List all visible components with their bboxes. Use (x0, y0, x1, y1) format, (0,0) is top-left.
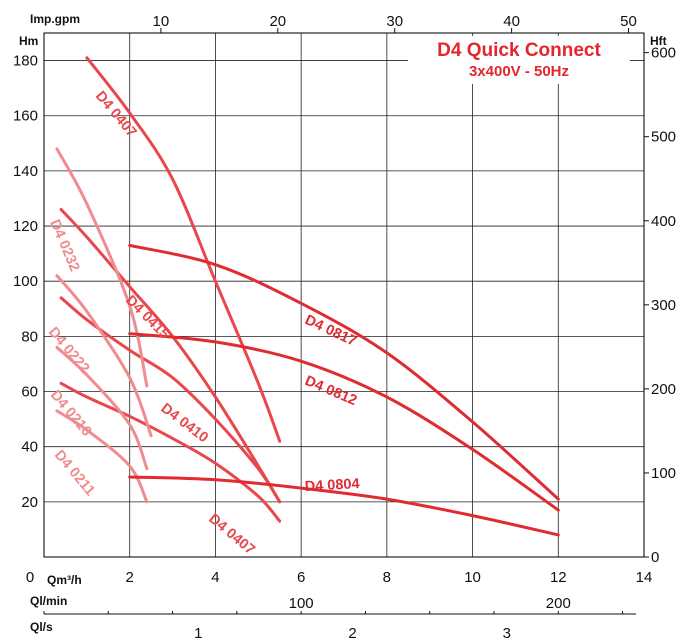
x-tick-label: 0 (26, 569, 34, 586)
pump-curve (55, 345, 149, 471)
curve-label: D4 0211 (51, 447, 98, 499)
top-tick-label: 10 (153, 13, 170, 30)
x-tick-label: 4 (211, 569, 219, 586)
top-tick-label: 30 (386, 13, 403, 30)
x-tick-label: 2 (126, 569, 134, 586)
pump-curve (55, 147, 149, 388)
right-tick-label: 100 (651, 465, 676, 482)
y-tick-label: 80 (21, 328, 38, 345)
x-axis-unit: Qm³/h (47, 573, 82, 587)
top-axis-unit: Imp.gpm (30, 12, 80, 26)
lmin-axis-unit: Ql/min (30, 594, 67, 608)
right-tick-label: 200 (651, 381, 676, 398)
pump-curve (55, 274, 153, 438)
pump-curve (59, 296, 282, 504)
axis-labels: 0 2 4 6 8 10 12 1420406080100120140160180010020… (13, 12, 676, 641)
top-tick-label: 50 (620, 13, 637, 30)
curve-label: D4 0407 (205, 511, 257, 558)
right-tick-label: 0 (651, 549, 659, 566)
left-axis-unit: Hm (19, 34, 38, 48)
pump-curves (55, 56, 560, 537)
plot-border (43, 28, 649, 615)
ls-axis-unit: Ql/s (30, 620, 53, 634)
chart-title-block: D4 Quick Connect 3x400V - 50Hz (408, 36, 630, 84)
ls-tick-label: 3 (503, 625, 511, 641)
pump-curve (85, 56, 282, 443)
right-axis-unit: Hft (650, 34, 667, 48)
y-tick-label: 140 (13, 163, 38, 180)
x-tick-label: 10 (464, 569, 481, 586)
pump-curve (55, 409, 149, 504)
chart-subtitle: 3x400V - 50Hz (469, 63, 569, 80)
plot-frame (43, 32, 645, 558)
x-tick-label: 12 (550, 569, 567, 586)
ls-tick-label: 1 (194, 625, 202, 641)
y-tick-label: 100 (13, 273, 38, 290)
right-tick-label: 600 (651, 45, 676, 62)
y-tick-label: 20 (21, 494, 38, 511)
ls-tick-label: 2 (348, 625, 356, 641)
curve-label: D4 0222 (45, 324, 92, 376)
y-tick-label: 180 (13, 53, 38, 70)
curve-label: D4 0804 (304, 476, 360, 495)
chart-title: D4 Quick Connect (437, 40, 601, 61)
right-tick-label: 300 (651, 297, 676, 314)
title-background (408, 36, 630, 84)
top-tick-label: 20 (269, 13, 286, 30)
pump-curve (128, 243, 560, 501)
y-tick-label: 120 (13, 218, 38, 235)
lmin-tick-label: 200 (546, 595, 571, 612)
pump-curve (128, 475, 560, 537)
chart-grid (44, 33, 644, 557)
x-tick-label: 6 (297, 569, 305, 586)
curve-label: D4 0216 (47, 387, 94, 439)
y-tick-label: 160 (13, 108, 38, 125)
right-tick-label: 500 (651, 129, 676, 146)
x-tick-label: 14 (636, 569, 653, 586)
x-tick-label: 8 (383, 569, 391, 586)
right-tick-label: 400 (651, 213, 676, 230)
pump-curve (59, 381, 282, 523)
lmin-tick-label: 100 (289, 595, 314, 612)
top-tick-label: 40 (503, 13, 520, 30)
pump-curve (128, 332, 560, 512)
y-tick-label: 40 (21, 439, 38, 456)
y-tick-label: 60 (21, 384, 38, 401)
